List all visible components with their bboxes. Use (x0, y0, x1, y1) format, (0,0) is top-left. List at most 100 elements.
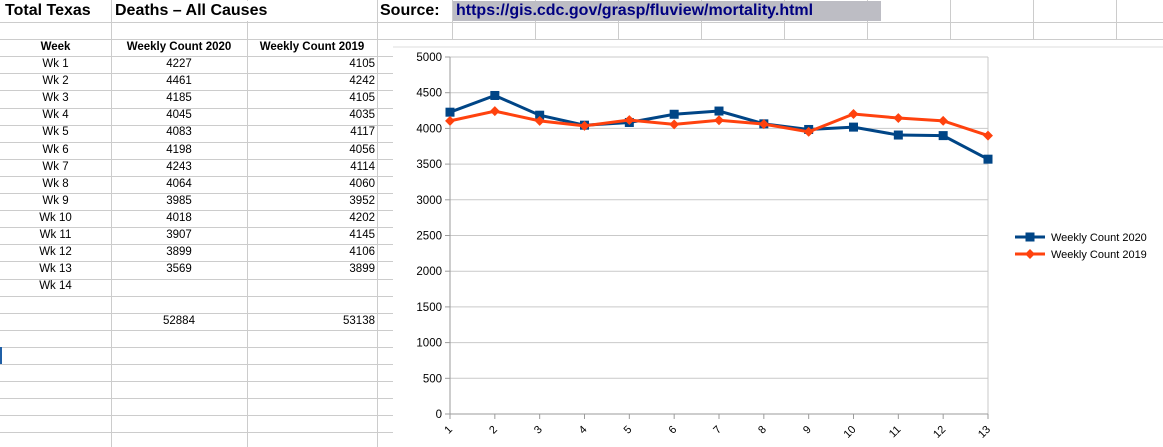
count-2020-cell[interactable]: 3569 (166, 263, 192, 276)
week-cell[interactable]: Wk 7 (42, 160, 69, 173)
count-2019-cell[interactable]: 4035 (349, 109, 375, 122)
count-2019-cell[interactable]: 3952 (349, 194, 375, 207)
count-2019-cell[interactable]: 4202 (349, 211, 375, 224)
y-axis-label: 4500 (416, 88, 442, 100)
x-axis-label: 2 (487, 424, 500, 437)
y-axis-label: 1000 (416, 338, 442, 350)
title-cell-b1[interactable]: Deaths – All Causes (112, 1, 273, 21)
y-axis-label: 0 (436, 409, 442, 421)
x-axis-label: 11 (887, 424, 904, 441)
count-2020-cell[interactable]: 4198 (166, 143, 192, 156)
legend-marker-square (1025, 232, 1035, 242)
week-cell[interactable]: Wk 2 (42, 75, 69, 88)
week-cell[interactable]: Wk 12 (39, 246, 72, 259)
cell-cursor-fragment (0, 347, 2, 364)
count-2020-cell[interactable]: 4461 (166, 75, 192, 88)
x-axis-label: 3 (532, 424, 545, 437)
x-axis-label: 13 (976, 424, 993, 441)
count-2020-cell[interactable]: 4243 (166, 160, 192, 173)
marker-square (893, 130, 903, 140)
week-cell[interactable]: Wk 10 (39, 211, 72, 224)
source-label-cell[interactable]: Source: (378, 1, 440, 21)
x-axis-label: 4 (577, 424, 590, 437)
y-axis-label: 500 (423, 373, 442, 385)
count-2020-cell[interactable]: 3985 (166, 194, 192, 207)
title-cell-a1[interactable]: Total Texas (5, 2, 91, 19)
x-axis-label: 8 (756, 424, 769, 437)
marker-diamond (489, 106, 500, 117)
gridline (111, 0, 112, 447)
marker-square (714, 106, 724, 116)
marker-diamond (669, 119, 680, 130)
source-url-link[interactable]: https://gis.cdc.gov/grasp/fluview/mortal… (453, 1, 881, 21)
total-2020-cell[interactable]: 52884 (163, 314, 195, 327)
x-axis-label: 1 (442, 424, 455, 437)
count-2020-cell[interactable]: 3899 (166, 246, 192, 259)
marker-diamond (579, 120, 590, 131)
count-2019-cell[interactable]: 4106 (349, 246, 375, 259)
week-cell[interactable]: Wk 4 (42, 109, 69, 122)
series-line-square (449, 93, 989, 161)
marker-square (849, 122, 858, 132)
chart-object[interactable]: 0 500 1000 1500 2000 2500 3000 3500 4000 4500 5000… (393, 40, 1163, 447)
marker-square (535, 110, 545, 120)
count-2019-cell[interactable]: 4242 (349, 75, 375, 88)
x-axis-label: 12 (931, 424, 948, 441)
x-axis-label: 9 (801, 424, 814, 437)
count-2019-cell[interactable]: 4060 (349, 177, 375, 190)
y-axis-label: 3000 (416, 195, 442, 207)
x-axis-label: 7 (711, 424, 724, 437)
y-axis-label: 3500 (416, 159, 442, 171)
y-axis-label: 5000 (416, 52, 442, 64)
week-cell[interactable]: Wk 1 (42, 58, 69, 70)
marker-diamond (714, 115, 724, 126)
marker-diamond (445, 115, 455, 126)
count-2020-cell[interactable]: 4045 (166, 109, 192, 122)
column-header-2019[interactable]: Weekly Count 2019 (259, 41, 365, 53)
x-axis-label: 5 (622, 424, 635, 437)
marker-square (669, 109, 679, 119)
marker-diamond (983, 130, 993, 141)
week-cell[interactable]: Wk 9 (42, 194, 69, 207)
count-2020-cell[interactable]: 4064 (166, 177, 192, 190)
count-2020-cell[interactable]: 4185 (166, 92, 192, 105)
marker-square (445, 107, 455, 117)
marker-square (938, 131, 948, 141)
gridline (377, 0, 378, 447)
marker-diamond (938, 115, 949, 126)
week-cell[interactable]: Wk 8 (42, 177, 69, 190)
count-2019-cell[interactable]: 4117 (350, 126, 375, 139)
count-2020-cell[interactable]: 4083 (166, 126, 192, 139)
x-axis-label: 10 (841, 424, 858, 441)
count-2019-cell[interactable]: 4105 (349, 92, 375, 105)
count-2019-cell[interactable]: 4105 (349, 58, 375, 70)
week-cell[interactable]: Wk 3 (42, 92, 69, 105)
marker-square (490, 90, 500, 100)
week-cell[interactable]: Wk 14 (39, 280, 72, 293)
column-header-week[interactable]: Week (40, 41, 71, 53)
gridline (247, 0, 248, 447)
count-2019-cell[interactable]: 4145 (349, 229, 375, 241)
marker-square (983, 154, 993, 164)
week-cell[interactable]: Wk 5 (42, 126, 69, 139)
total-2019-cell[interactable]: 53138 (343, 314, 375, 327)
week-cell[interactable]: Wk 11 (39, 229, 72, 241)
y-axis-label: 2500 (416, 231, 442, 243)
week-cell[interactable]: Wk 13 (39, 263, 72, 276)
count-2020-cell[interactable]: 4018 (166, 211, 192, 224)
line-chart: 0 500 1000 1500 2000 2500 3000 3500 4000 4500 5000… (393, 46, 1163, 441)
week-cell[interactable]: Wk 6 (42, 143, 69, 156)
y-axis-label: 1500 (416, 302, 442, 314)
count-2020-cell[interactable]: 4227 (166, 58, 192, 70)
legend-label: Weekly Count 2019 (1051, 249, 1147, 261)
column-header-2020[interactable]: Weekly Count 2020 (126, 41, 232, 53)
count-2020-cell[interactable]: 3907 (166, 229, 192, 241)
count-2019-cell[interactable]: 3899 (349, 263, 375, 276)
count-2019-cell[interactable]: 4114 (350, 160, 375, 173)
x-axis-label: 6 (666, 424, 679, 437)
count-2019-cell[interactable]: 4056 (349, 143, 375, 156)
marker-diamond (893, 113, 904, 124)
source-url-text: https://gis.cdc.gov/grasp/fluview/mortal… (456, 2, 814, 19)
y-axis-label: 2000 (416, 266, 442, 278)
